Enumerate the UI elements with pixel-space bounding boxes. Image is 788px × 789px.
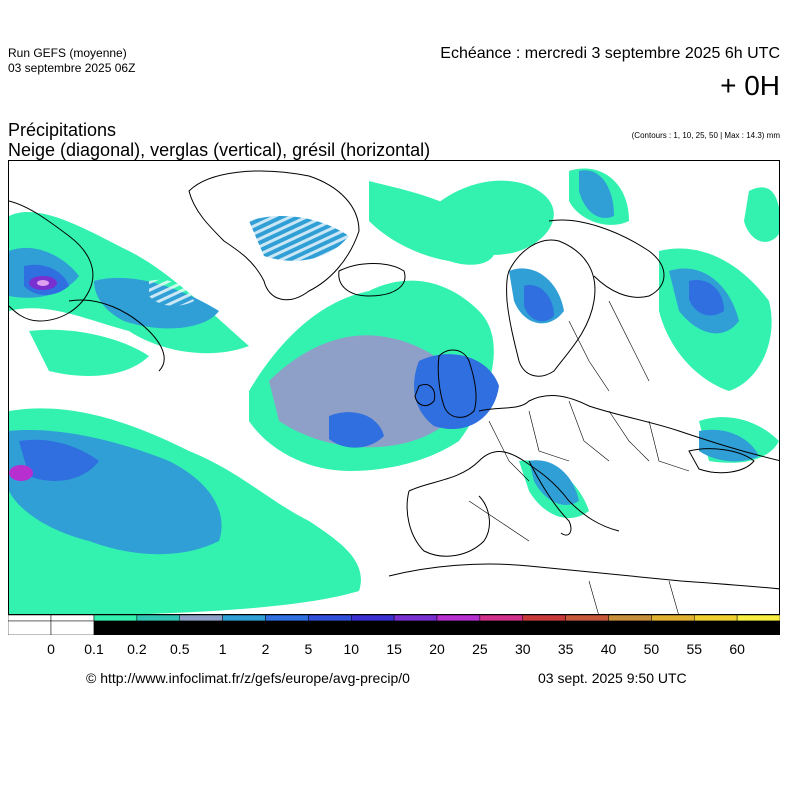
scale-swatch-base <box>93 620 138 636</box>
run-date: 03 septembre 2025 06Z <box>8 61 136 75</box>
map-title: Précipitations <box>8 120 117 140</box>
scale-swatch <box>222 614 266 622</box>
scale-swatch <box>479 614 523 622</box>
scale-swatch-base <box>136 620 180 636</box>
precip-heavy <box>19 264 724 481</box>
precip-extreme <box>9 276 57 481</box>
scale-swatch <box>179 614 223 622</box>
scale-swatch <box>351 614 395 622</box>
scale-swatch <box>7 614 52 622</box>
scale-swatch-base <box>522 620 566 636</box>
scale-swatch-base <box>179 620 223 636</box>
scale-swatch-base <box>50 620 95 636</box>
scale-tick-label: 5 <box>304 641 313 657</box>
scale-swatch <box>522 614 566 622</box>
scale-tick-label: 60 <box>729 641 745 657</box>
scale-tick-label: 30 <box>514 641 531 657</box>
scale-swatch-base <box>651 620 695 636</box>
scale-swatch-base <box>393 620 438 636</box>
scale-tick-label: 0.2 <box>127 641 147 657</box>
source-url[interactable]: © http://www.infoclimat.fr/z/gefs/europe… <box>86 670 410 686</box>
scale-tick-label: 2 <box>261 641 270 657</box>
scale-swatch <box>136 614 180 622</box>
forecast-time: Echéance : mercredi 3 septembre 2025 6h … <box>440 45 780 62</box>
scale-swatch <box>436 614 481 622</box>
snow-hatch-area-2 <box>149 279 194 306</box>
snow-hatch-area <box>234 202 362 273</box>
scale-swatch-base <box>7 620 52 636</box>
scale-swatch-base <box>436 620 481 636</box>
contours-note: (Contours : 1, 10, 25, 50 | Max : 14.3) … <box>631 131 780 140</box>
scale-swatch-base <box>694 620 738 636</box>
scale-swatch <box>651 614 695 622</box>
scale-swatch <box>308 614 352 622</box>
scale-tick-label: 55 <box>686 641 703 657</box>
country-borders <box>468 300 690 614</box>
coastlines <box>9 170 779 590</box>
scale-tick-label: 1 <box>218 641 227 657</box>
scale-tick-label: 50 <box>643 641 660 657</box>
scale-tick-label: 35 <box>557 641 574 657</box>
scale-tick-label: 25 <box>472 641 488 657</box>
scale-swatch-base <box>608 620 652 636</box>
scale-tick-label: 10 <box>343 641 360 657</box>
scale-swatch-base <box>222 620 266 636</box>
scale-tick-label: 15 <box>386 641 402 657</box>
scale-tick-label: 40 <box>600 641 617 657</box>
scale-tick-label: 20 <box>429 641 445 657</box>
scale-tick-label: 0.1 <box>84 641 104 657</box>
color-scale-bar <box>7 614 781 636</box>
scale-swatch <box>565 614 609 622</box>
scale-swatch-base <box>565 620 609 636</box>
scale-tick-label: 0.5 <box>170 641 190 657</box>
color-scale <box>7 614 781 636</box>
scale-swatch-base <box>351 620 395 636</box>
precipitation-map <box>8 160 780 615</box>
scale-swatch <box>93 614 138 622</box>
forecast-offset: + 0H <box>720 70 780 101</box>
scale-swatch <box>694 614 738 622</box>
scale-tick-label: 0 <box>47 641 55 657</box>
scale-swatch <box>608 614 652 622</box>
scale-swatch <box>393 614 438 622</box>
scale-swatch-base <box>736 620 781 636</box>
map-subtitle: Neige (diagonal), verglas (vertical), gr… <box>8 140 431 160</box>
scale-swatch-base <box>265 620 309 636</box>
scale-swatch <box>50 614 95 622</box>
scale-swatch <box>736 614 781 622</box>
run-title: Run GEFS (moyenne) <box>8 46 127 60</box>
generated-timestamp: 03 sept. 2025 9:50 UTC <box>538 670 687 686</box>
map-canvas <box>9 168 779 614</box>
scale-swatch-base <box>479 620 523 636</box>
scale-swatch-base <box>308 620 352 636</box>
scale-swatch <box>265 614 309 622</box>
